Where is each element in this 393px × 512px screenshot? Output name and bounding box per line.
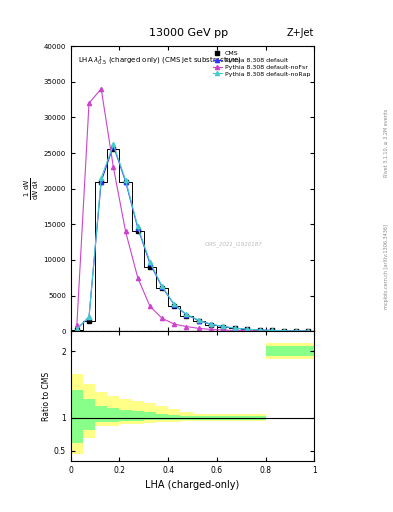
Y-axis label: Ratio to CMS: Ratio to CMS [42, 371, 51, 420]
X-axis label: LHA (charged-only): LHA (charged-only) [145, 480, 240, 490]
Text: mcplots.cern.ch [arXiv:1306.3436]: mcplots.cern.ch [arXiv:1306.3436] [384, 224, 389, 309]
Legend: CMS, Pythia 8.308 default, Pythia 8.308 default-noFsr, Pythia 8.308 default-noRa: CMS, Pythia 8.308 default, Pythia 8.308 … [211, 49, 311, 78]
Text: CMS_2021_I1920187: CMS_2021_I1920187 [205, 242, 263, 247]
Text: Z+Jet: Z+Jet [287, 28, 314, 38]
Text: $\mathrm{LHA}\;\lambda^1_{0.5}$ (charged only) (CMS jet substructure): $\mathrm{LHA}\;\lambda^1_{0.5}$ (charged… [78, 55, 242, 68]
Y-axis label: $\frac{1}{\mathrm{d}N}\frac{\mathrm{d}N}{\mathrm{d}\lambda}$: $\frac{1}{\mathrm{d}N}\frac{\mathrm{d}N}… [22, 178, 40, 200]
Text: 13000 GeV pp: 13000 GeV pp [149, 28, 228, 38]
Text: Rivet 3.1.10, ≥ 3.2M events: Rivet 3.1.10, ≥ 3.2M events [384, 109, 389, 178]
